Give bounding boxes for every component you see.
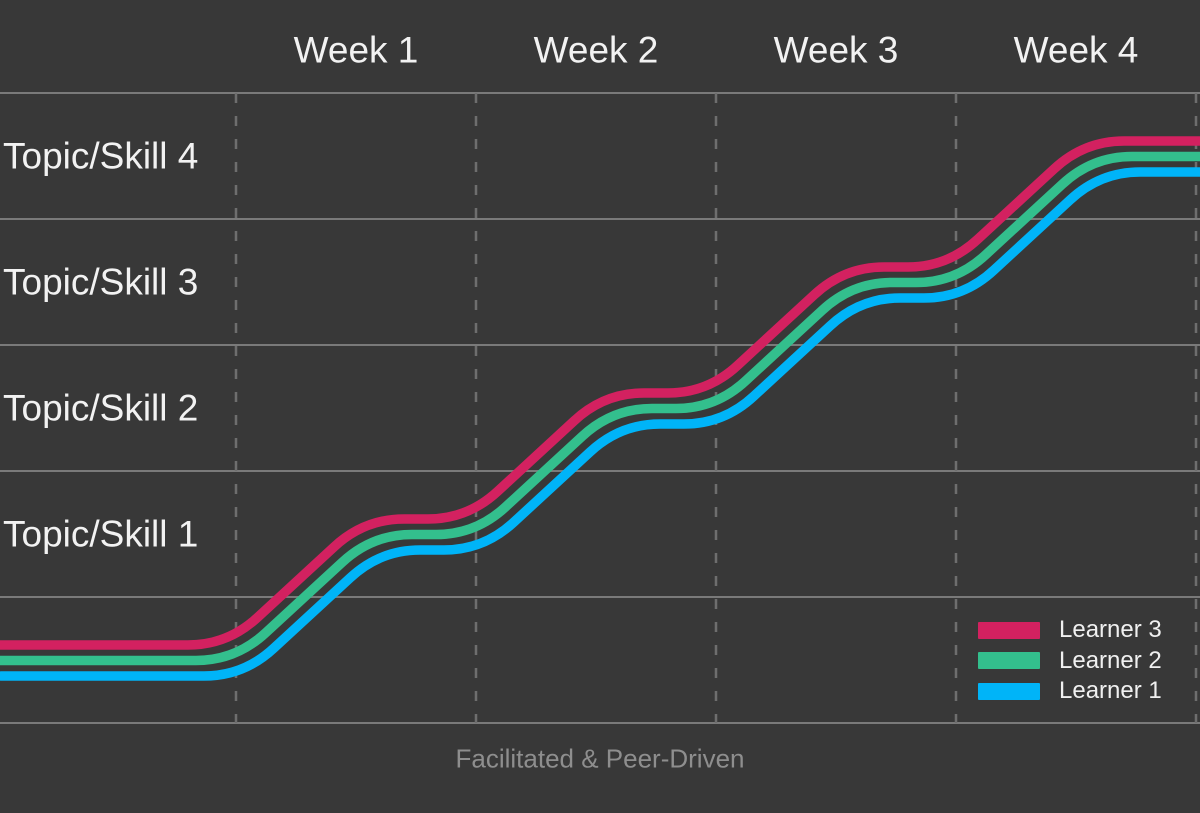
chart-caption: Facilitated & Peer-Driven xyxy=(455,743,745,774)
y-axis-label-topic-skill-3: Topic/Skill 3 xyxy=(3,261,199,303)
x-axis-label-week-4: Week 4 xyxy=(1013,29,1139,71)
legend-item-learner-2: Learner 2 xyxy=(978,646,1162,677)
series-line-learner-3 xyxy=(0,136,1200,650)
legend-swatch-learner-1 xyxy=(978,682,1040,700)
x-axis-label-week-2: Week 2 xyxy=(533,29,659,71)
y-axis-label-topic-skill-2: Topic/Skill 2 xyxy=(3,387,199,429)
legend-item-learner-1: Learner 1 xyxy=(978,676,1162,707)
legend-swatch-learner-3 xyxy=(978,621,1040,639)
y-axis-label-topic-skill-1: Topic/Skill 1 xyxy=(3,513,199,555)
legend-label-learner-3: Learner 3 xyxy=(1059,616,1162,644)
chart-legend: Learner 3 Learner 2 Learner 1 xyxy=(978,615,1162,707)
legend-item-learner-3: Learner 3 xyxy=(978,615,1162,646)
x-axis-label-week-3: Week 3 xyxy=(773,29,899,71)
series-line-learner-2 xyxy=(0,151,1200,666)
x-axis-label-week-1: Week 1 xyxy=(293,29,419,71)
series-line-learner-1 xyxy=(0,167,1200,681)
legend-swatch-learner-2 xyxy=(978,652,1040,670)
legend-label-learner-1: Learner 1 xyxy=(1059,677,1162,705)
legend-label-learner-2: Learner 2 xyxy=(1059,646,1162,674)
y-axis-label-topic-skill-4: Topic/Skill 4 xyxy=(3,135,199,177)
